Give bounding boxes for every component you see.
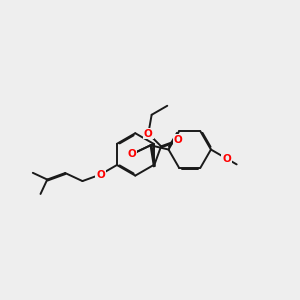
Text: O: O [222,154,231,164]
Text: O: O [96,169,105,180]
Text: O: O [174,135,182,145]
Text: O: O [144,129,153,139]
Text: O: O [127,149,136,159]
